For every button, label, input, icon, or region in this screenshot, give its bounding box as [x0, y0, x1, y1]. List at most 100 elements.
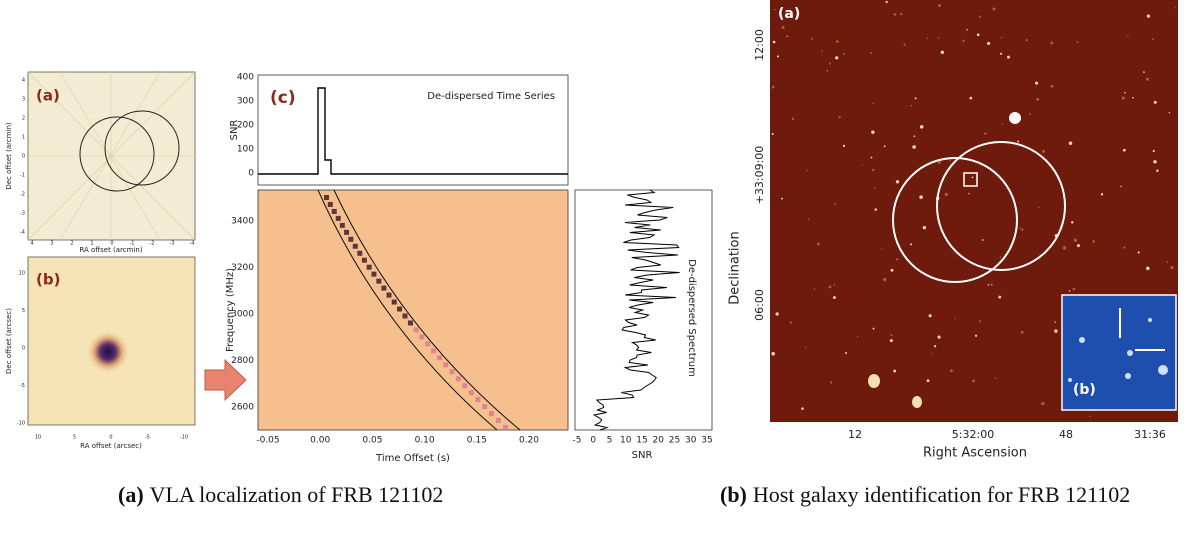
star: [874, 208, 877, 211]
y-tick-label: 3200: [231, 263, 254, 273]
x-tick-label: 3: [50, 241, 53, 247]
y-tick-label: 5: [22, 308, 25, 314]
star: [1123, 246, 1126, 249]
star: [971, 176, 974, 179]
star: [885, 0, 888, 4]
star: [872, 168, 875, 172]
x-tick-label: 5: [73, 435, 76, 441]
star: [1146, 266, 1150, 271]
star: [870, 156, 873, 159]
sweep-bound: [317, 189, 498, 431]
star: [1120, 185, 1122, 188]
spectrum-line: [592, 189, 680, 431]
star: [1174, 7, 1177, 9]
caption-text: Host galaxy identification for FRB 12110…: [752, 482, 1131, 507]
star: [969, 96, 973, 100]
x-tick-label: -0.05: [256, 436, 279, 446]
x-tick-label: 10: [35, 435, 41, 441]
x-tick-label: 1: [90, 241, 93, 247]
star: [821, 50, 823, 52]
star: [780, 197, 783, 200]
y-tick-label: 200: [237, 121, 254, 131]
y-tick-label: 3: [22, 97, 25, 103]
star: [775, 312, 779, 316]
inset-label: (b): [1073, 382, 1096, 398]
star: [829, 381, 833, 384]
sweep-pixel: [449, 369, 455, 375]
x-label: SNR: [632, 450, 653, 461]
star: [968, 193, 970, 195]
host-box: [963, 172, 978, 187]
sweep-pixel: [425, 341, 431, 347]
caption-label: (b): [720, 482, 747, 507]
star: [1000, 36, 1003, 39]
star: [861, 164, 863, 166]
x-tick-label: 0: [110, 241, 113, 247]
star: [1153, 160, 1157, 164]
x-tick-label: -5: [145, 435, 150, 441]
star: [1132, 96, 1134, 99]
sweep-pixel: [376, 278, 382, 284]
y-tick-label: 10: [19, 271, 25, 277]
star: [804, 346, 807, 348]
y-tick-label: 1: [22, 135, 25, 141]
inset: [1061, 294, 1177, 411]
star: [978, 15, 981, 18]
star: [826, 70, 828, 72]
star: [1152, 149, 1155, 153]
sweep-pixel: [402, 313, 408, 319]
star: [910, 104, 913, 107]
x-tick-label: 35: [701, 436, 712, 446]
star: [1153, 100, 1157, 104]
star: [889, 339, 893, 343]
star: [857, 335, 859, 338]
star: [912, 145, 916, 149]
star: [931, 352, 933, 355]
star: [776, 55, 779, 58]
star: [806, 169, 808, 172]
star: [1073, 238, 1078, 243]
x-tick-label: -3: [170, 241, 175, 247]
star: [895, 180, 900, 184]
star: [807, 218, 810, 221]
sweep-pixel: [475, 397, 481, 403]
star: [1029, 112, 1032, 116]
star: [919, 125, 924, 129]
star: [933, 345, 937, 348]
sweep-pixel: [462, 383, 468, 389]
star: [880, 248, 883, 250]
stars: [771, 0, 1177, 418]
sweep-pixel: [419, 334, 425, 340]
x-tick-label: 25: [669, 436, 680, 446]
star: [835, 40, 839, 43]
star: [928, 314, 932, 318]
star: [922, 225, 927, 230]
star: [926, 37, 929, 40]
y-tick-label: 300: [237, 97, 254, 107]
y-tick-label: 0: [248, 169, 254, 179]
star: [789, 321, 792, 324]
x-tick-label: 2: [70, 241, 73, 247]
y-label: Dec offset (arcmin): [5, 122, 13, 190]
star: [937, 37, 940, 39]
star: [1121, 96, 1125, 100]
sweep-pixel: [357, 250, 363, 256]
x-tick-label: 15: [636, 436, 647, 446]
star: [893, 13, 897, 16]
y-label: Frequency (MHz): [225, 268, 236, 352]
star: [966, 29, 968, 31]
star: [1092, 240, 1095, 243]
sweep: [324, 195, 508, 430]
panel-label: (a): [36, 87, 60, 105]
inset-sources: [1068, 318, 1168, 382]
x-tick-label: 20: [653, 436, 665, 446]
sweep-pixel: [489, 411, 495, 417]
star: [914, 97, 917, 100]
sweep-pixel: [331, 208, 337, 214]
star: [1168, 111, 1171, 114]
dynamic-spectrum-frame: [257, 189, 569, 431]
caption-label: (a): [118, 482, 144, 507]
y-tick-label: -5: [20, 383, 25, 389]
star: [835, 56, 839, 60]
